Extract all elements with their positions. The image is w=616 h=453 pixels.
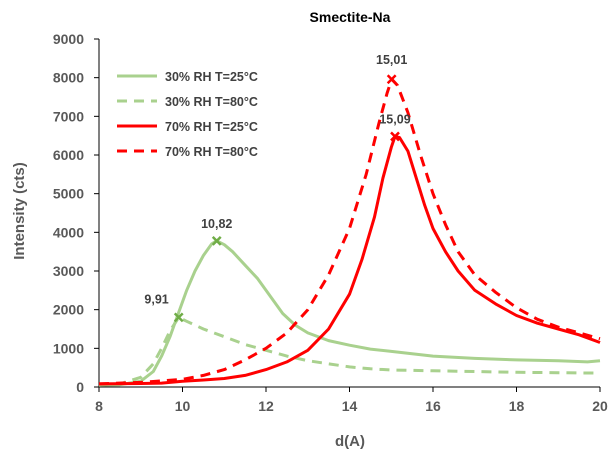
series-line-2 bbox=[98, 315, 601, 387]
x-tick-label: 8 bbox=[95, 398, 103, 414]
peak-label-4: 15,09 bbox=[379, 112, 410, 126]
x-tick-label: 20 bbox=[592, 398, 608, 414]
peak-marker-3 bbox=[386, 74, 397, 85]
plot-area: 0 1000 2000 3000 4000 5000 6000 7000 8000 9000 8 10… bbox=[53, 31, 608, 414]
y-tick-label: 4000 bbox=[53, 224, 84, 240]
y-tick-label: 2000 bbox=[53, 302, 84, 318]
y-tick-label: 7000 bbox=[53, 108, 84, 124]
x-tick-label: 16 bbox=[425, 398, 441, 414]
series-line-1 bbox=[98, 239, 601, 387]
legend-label-4: 70% RH T=80°C bbox=[165, 145, 258, 159]
chart-title: Smectite-Na bbox=[310, 9, 391, 25]
peak-label-3: 15,01 bbox=[376, 53, 407, 67]
peak-marker-2 bbox=[173, 312, 184, 323]
y-tick-label: 3000 bbox=[53, 263, 84, 279]
series-line-4 bbox=[98, 77, 601, 386]
y-tick-label: 1000 bbox=[53, 340, 84, 356]
peak-marker-1 bbox=[211, 235, 222, 246]
x-tick-label: 18 bbox=[509, 398, 525, 414]
y-tick-label: 6000 bbox=[53, 147, 84, 163]
peak-label-2: 9,91 bbox=[144, 292, 168, 306]
series-line-3 bbox=[98, 134, 601, 386]
x-tick-label: 14 bbox=[342, 398, 358, 414]
y-tick-label: 9000 bbox=[53, 31, 84, 47]
legend-label-3: 70% RH T=25°C bbox=[165, 120, 258, 134]
x-axis-title: d(A) bbox=[335, 433, 365, 450]
x-tick-label: 12 bbox=[258, 398, 274, 414]
y-tick-label: 8000 bbox=[53, 70, 84, 86]
y-tick-label: 5000 bbox=[53, 186, 84, 202]
legend-label-1: 30% RH T=25°C bbox=[165, 70, 258, 84]
x-tick-label: 10 bbox=[175, 398, 191, 414]
y-axis-title: Intensity (cts) bbox=[11, 162, 28, 260]
peak-label-1: 10,82 bbox=[201, 217, 232, 231]
y-tick-label: 0 bbox=[76, 379, 84, 395]
peak-marker-4 bbox=[390, 131, 400, 142]
legend-label-2: 30% RH T=80°C bbox=[165, 95, 258, 109]
